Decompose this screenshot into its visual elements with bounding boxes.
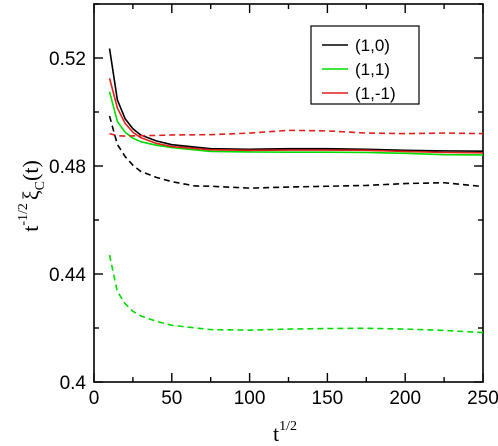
legend: (1,0) (1,1) (1,-1) [310,25,420,105]
x-tick-label: 100 [234,388,266,409]
x-tick-label: 200 [389,388,421,409]
series-line-dashed-3-dashed [109,129,484,137]
y-tick-label: 0.4 [60,373,87,394]
series-line-11-solid [108,91,484,156]
plot-border [93,3,484,383]
plot-frame [93,3,484,383]
y-axis-label: t-1/2ξC(t) [16,160,48,232]
x-tick-label: 0 [89,388,100,409]
x-tick-label: 150 [312,388,344,409]
series-line-1-1-solid [108,78,484,154]
legend-entry-label: (1,1) [355,60,390,79]
y-tick-label: 0.52 [49,49,86,70]
y-tick-label: 0.44 [49,265,86,286]
legend-entry-label: (1,0) [355,36,390,55]
series-line-dashed-4-dashed [108,115,484,189]
series-line-10-solid [108,48,484,152]
x-axis-label: t1/2 [273,419,297,446]
y-tick-label: 0.48 [49,157,86,178]
x-tick-label: 50 [161,388,182,409]
legend-box [310,25,420,105]
series-line-dashed-5-dashed [108,254,484,334]
legend-entry-label: (1,-1) [355,84,396,103]
x-tick-label: 250 [467,388,498,409]
series-layer [108,48,484,334]
ticks-layer: 0 50 100 150 200 250 0.4 0.44 0.48 0.52 [49,3,498,409]
